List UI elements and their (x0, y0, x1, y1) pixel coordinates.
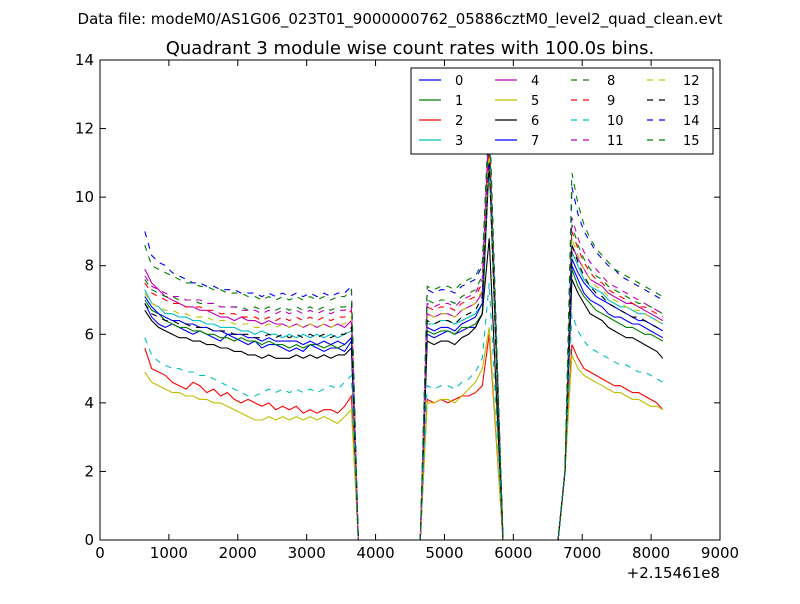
axes: 0 1000 2000 3000 4000 5000 6000 7000 8000 9000 0 2 4… (75, 51, 739, 562)
plot-frame (99, 59, 721, 541)
legend-label-4: 4 (531, 74, 539, 89)
x-tick-label: 9000 (701, 544, 739, 562)
series-line-2 (144, 334, 664, 541)
legend-label-13: 13 (683, 94, 700, 109)
series-line-5 (144, 327, 664, 541)
legend-label-6: 6 (531, 114, 539, 129)
legend-label-14: 14 (683, 114, 700, 129)
series-line-8 (144, 128, 664, 541)
series-line-13 (144, 162, 664, 541)
series-line-1 (144, 162, 664, 541)
x-tick-label: 1000 (150, 544, 188, 562)
series-line-10 (144, 282, 664, 541)
legend-label-1: 1 (455, 94, 463, 109)
plot-area (144, 107, 664, 541)
series-line-9 (144, 142, 664, 541)
y-tick-label: 12 (75, 120, 94, 138)
legend-label-9: 9 (607, 94, 615, 109)
y-tick-label: 8 (84, 257, 94, 275)
x-tick-label: 0 (95, 544, 105, 562)
x-tick-label: 8000 (632, 544, 670, 562)
legend-label-5: 5 (531, 94, 539, 109)
y-tick-label: 0 (84, 531, 94, 549)
legend-label-12: 12 (683, 74, 700, 89)
series-line-14 (144, 107, 664, 541)
legend-label-2: 2 (455, 114, 463, 129)
legend-label-11: 11 (607, 134, 624, 149)
x-tick-label: 2000 (219, 544, 257, 562)
y-tick-label: 2 (84, 462, 94, 480)
legend-label-7: 7 (531, 134, 539, 149)
series-line-12 (144, 149, 664, 541)
y-tick-label: 14 (75, 51, 94, 69)
y-tick-label: 10 (75, 188, 94, 206)
legend-label-15: 15 (683, 134, 700, 149)
legend-label-10: 10 (607, 114, 624, 129)
chart-title: Quadrant 3 module wise count rates with … (166, 38, 655, 59)
series-line-7 (144, 152, 664, 541)
x-tick-label: 5000 (425, 544, 463, 562)
x-tick-label: 4000 (356, 544, 394, 562)
legend-label-3: 3 (455, 134, 463, 149)
series-line-11 (144, 118, 664, 541)
x-tick-label: 6000 (494, 544, 532, 562)
y-tick-label: 4 (84, 394, 94, 412)
x-tick-label: 3000 (288, 544, 326, 562)
series-line-15 (144, 114, 664, 541)
x-tick-label: 7000 (563, 544, 601, 562)
y-tick-label: 6 (84, 325, 94, 343)
legend-label-0: 0 (455, 74, 463, 89)
chart-suptitle: Data file: modeM0/AS1G06_023T01_90000007… (78, 10, 723, 29)
legend-label-8: 8 (607, 74, 615, 89)
x-offset-label: +2.15461e8 (627, 564, 720, 582)
